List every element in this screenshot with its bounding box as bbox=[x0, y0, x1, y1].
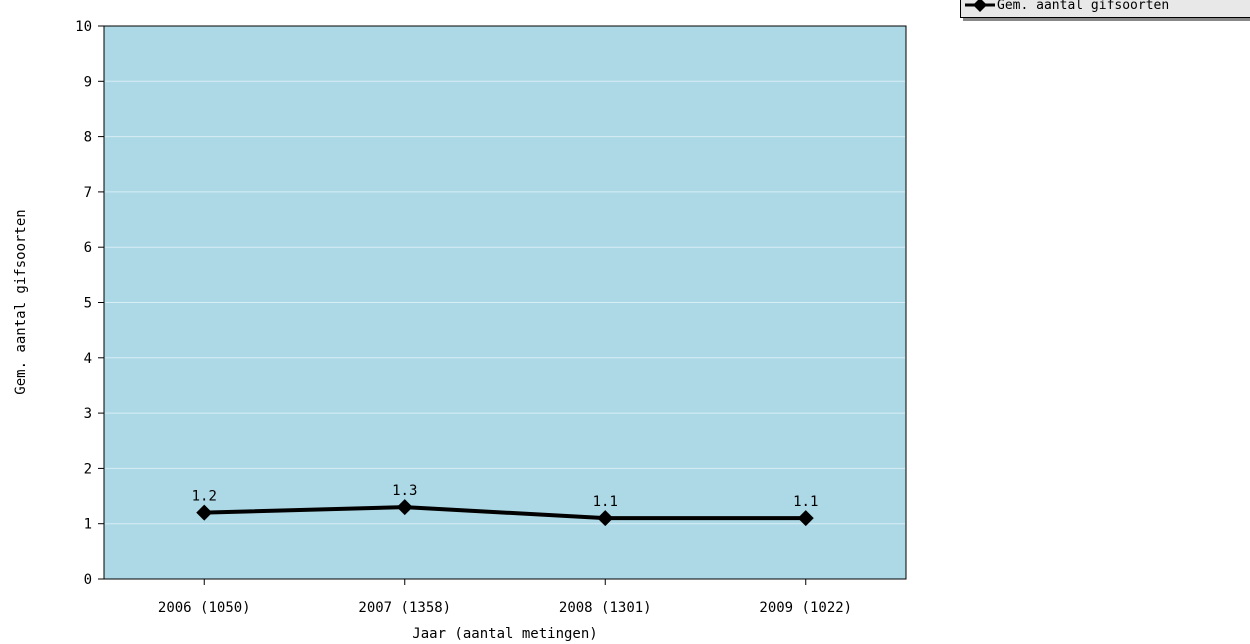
x-tick-label: 2008 (1301) bbox=[559, 600, 652, 616]
x-axis-label: Jaar (aantal metingen) bbox=[412, 626, 597, 642]
series-line bbox=[204, 505, 806, 521]
y-tick-label: 9 bbox=[84, 74, 92, 90]
y-tick-label: 0 bbox=[84, 572, 92, 588]
legend-marker-icon bbox=[963, 0, 997, 15]
y-tick-label: 1 bbox=[84, 517, 92, 533]
y-tick-label: 8 bbox=[84, 130, 92, 146]
y-tick-label: 3 bbox=[84, 406, 92, 422]
legend-entry-label: Gem. aantal gifsoorten bbox=[997, 0, 1170, 13]
series-line-group: 1.2 1.3 1.1 1.1 bbox=[192, 483, 818, 527]
y-tick-label: 10 bbox=[75, 19, 92, 35]
y-tick-label: 7 bbox=[84, 185, 92, 201]
y-tick-label: 2 bbox=[84, 461, 92, 477]
grid-lines bbox=[105, 80, 905, 525]
x-tick-label: 2007 (1358) bbox=[358, 600, 451, 616]
x-tick-label: 2009 (1022) bbox=[759, 600, 852, 616]
y-tick-label: 4 bbox=[84, 351, 92, 367]
data-label: 1.1 bbox=[593, 494, 618, 510]
data-label: 1.1 bbox=[793, 494, 818, 510]
y-axis-ticks: 0 1 2 3 4 5 6 7 8 9 10 bbox=[75, 19, 104, 588]
y-tick-label: 6 bbox=[84, 240, 92, 256]
data-point bbox=[797, 510, 814, 527]
data-point bbox=[597, 510, 614, 527]
x-tick-label: 2006 (1050) bbox=[158, 600, 251, 616]
y-axis-label: Gem. aantal gifsoorten bbox=[13, 209, 29, 394]
data-label: 1.3 bbox=[392, 483, 417, 499]
data-point bbox=[196, 504, 213, 521]
data-point bbox=[396, 499, 413, 516]
legend: Gem. aantal gifsoorten bbox=[960, 0, 1250, 18]
data-label: 1.2 bbox=[192, 489, 217, 505]
x-axis-ticks: 2006 (1050) 2007 (1358) 2008 (1301) 2009 (1… bbox=[158, 579, 852, 616]
y-tick-label: 5 bbox=[84, 296, 92, 312]
